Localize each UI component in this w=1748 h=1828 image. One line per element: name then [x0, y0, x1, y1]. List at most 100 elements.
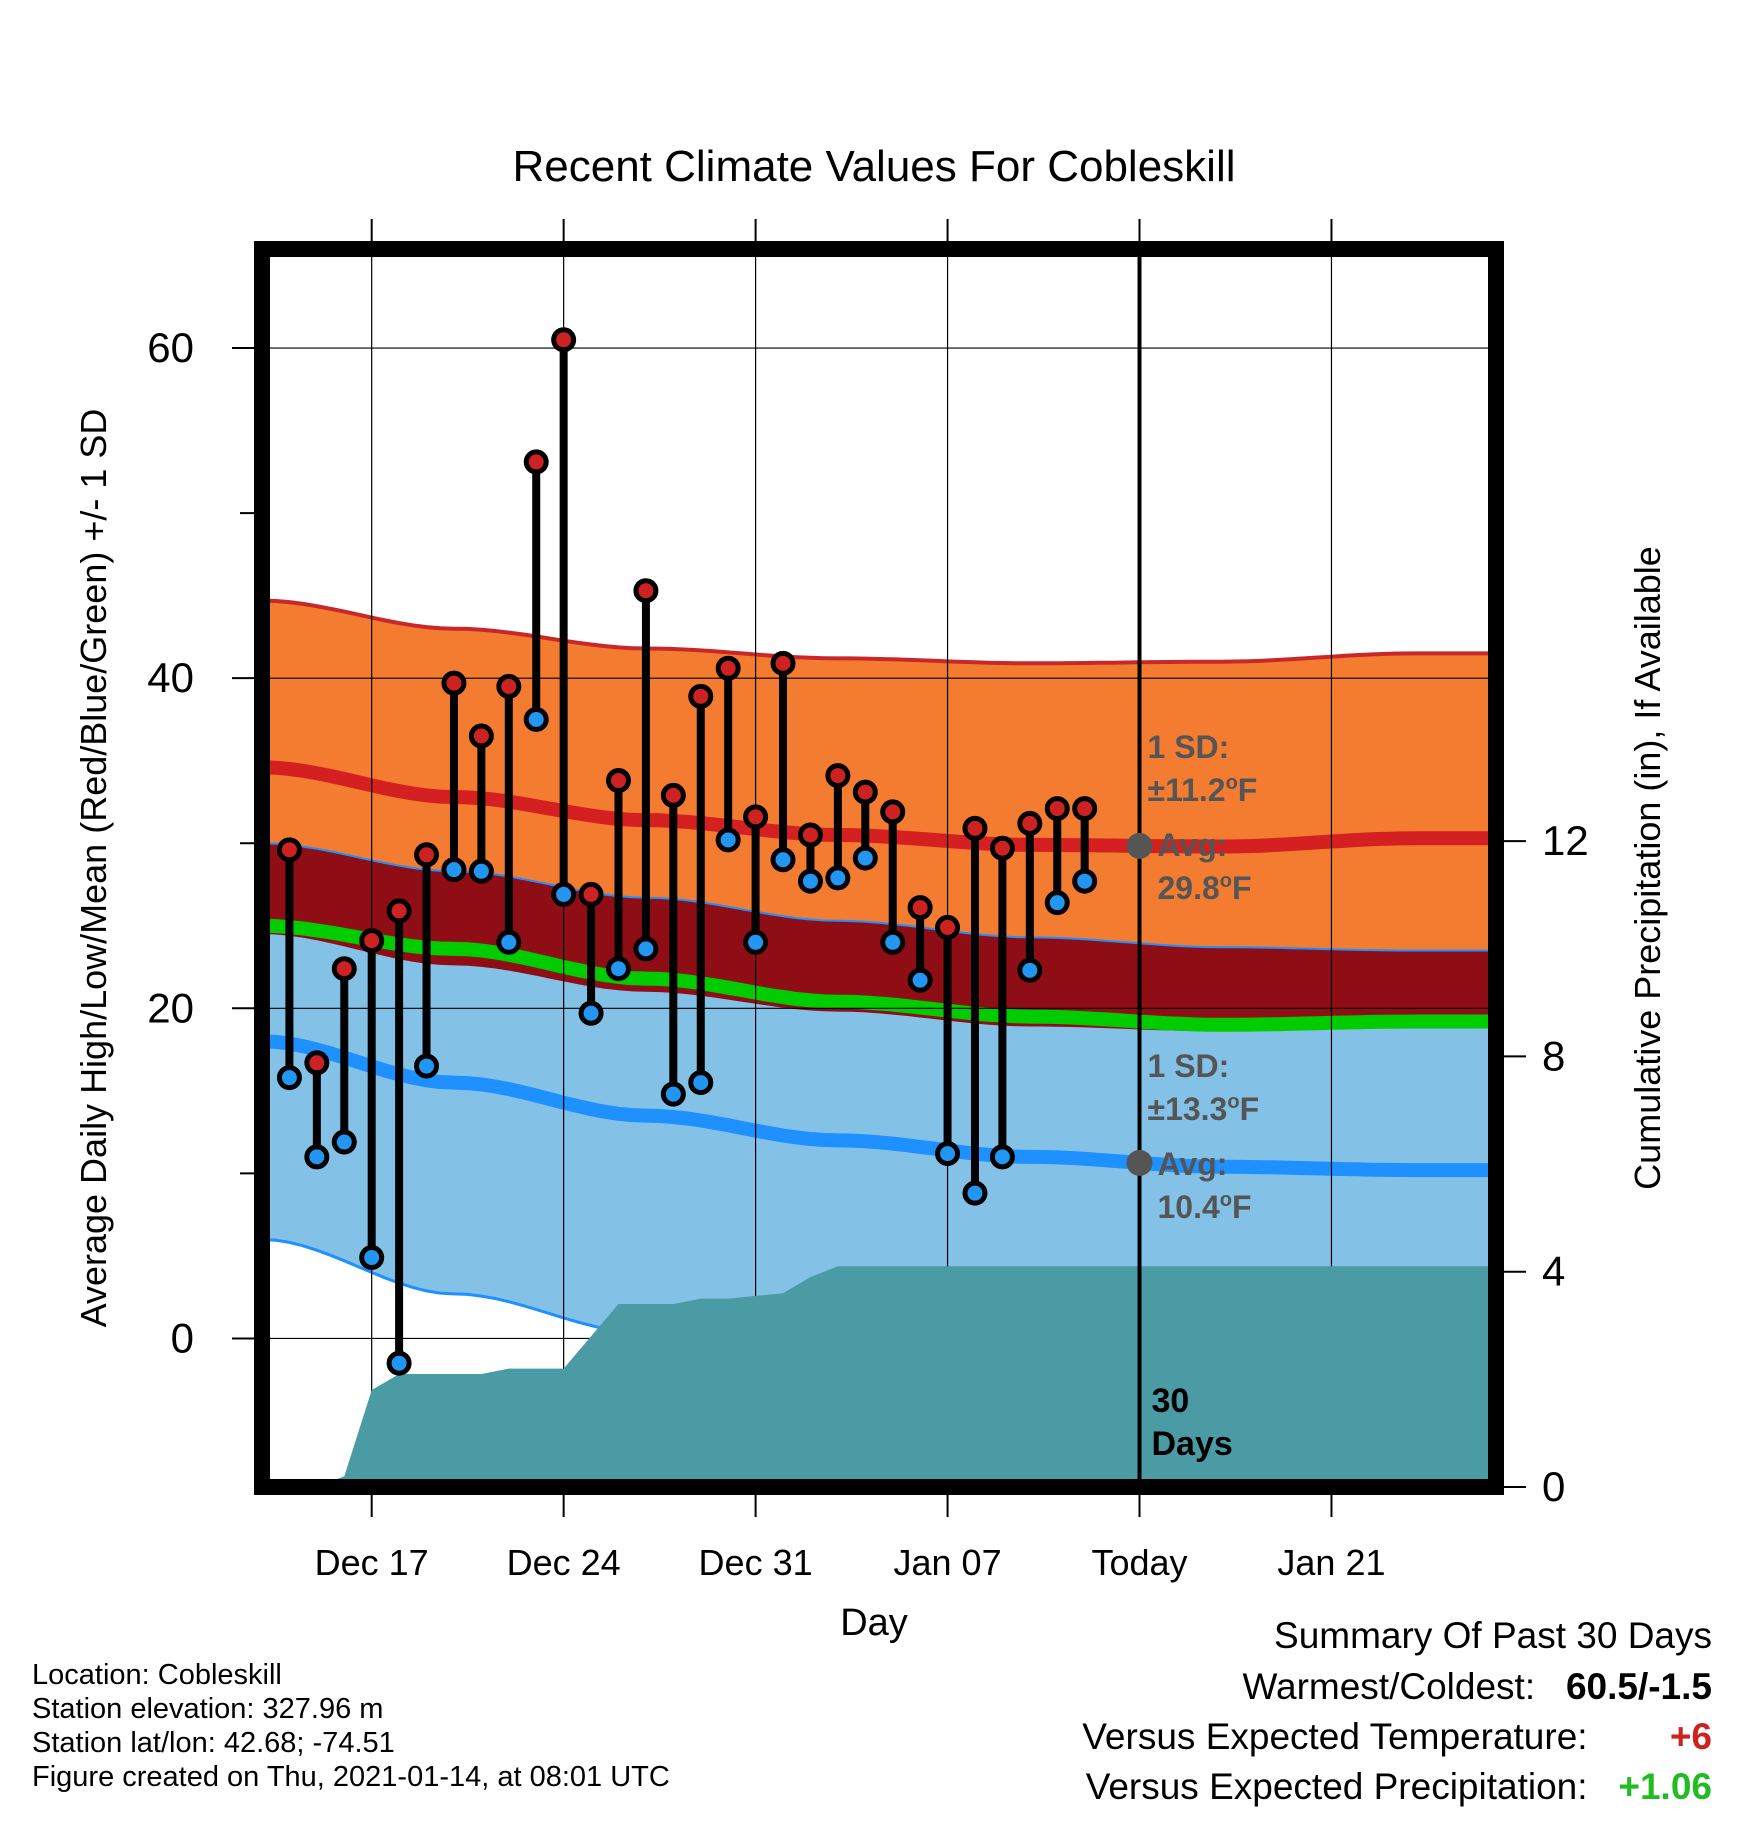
low-avg-marker	[1126, 1149, 1153, 1176]
daily-high-point	[825, 763, 851, 789]
daily-high-point	[386, 898, 412, 924]
high-avg-marker	[1126, 832, 1153, 859]
daily-high-point	[414, 842, 440, 868]
y-axis-label: Average Daily High/Low/Mean (Red/Blue/Gr…	[73, 409, 114, 1328]
temp-label: Versus Expected Temperature:	[1082, 1716, 1588, 1757]
temp-value: +6	[1669, 1716, 1712, 1757]
daily-low-point	[441, 857, 467, 883]
daily-low-point	[331, 1129, 357, 1155]
daily-low-point	[1072, 868, 1098, 894]
low-sd-upper-line	[262, 842, 1496, 952]
daily-high-point	[797, 822, 823, 848]
daily-low-point	[770, 847, 796, 873]
daily-high-point	[770, 650, 796, 676]
y2-tick-label: 8	[1542, 1032, 1565, 1079]
days-label-number: 30	[1152, 1382, 1190, 1420]
chart-title: Recent Climate Values For Cobleskill	[512, 142, 1235, 191]
warmest-label: Warmest/Coldest:	[1242, 1666, 1536, 1707]
daily-low-point	[468, 858, 494, 884]
daily-high-point	[331, 956, 357, 982]
daily-high-point	[578, 881, 604, 907]
daily-low-point	[715, 827, 741, 853]
daily-low-point	[660, 1081, 686, 1107]
daily-high-point	[551, 327, 577, 353]
daily-high-point	[880, 799, 906, 825]
daily-low-point	[1044, 890, 1070, 916]
x-tick-label: Dec 31	[699, 1542, 813, 1583]
plot-frame	[254, 241, 1504, 1495]
daily-high-point	[633, 578, 659, 604]
daily-low-point	[551, 881, 577, 907]
daily-high-point	[304, 1050, 330, 1076]
daily-low-point	[633, 936, 659, 962]
daily-high-point	[1017, 810, 1043, 836]
daily-high-point	[496, 673, 522, 699]
precip-label: Versus Expected Precipitation:	[1085, 1766, 1588, 1807]
high-avg-label-title: Avg:	[1158, 827, 1228, 863]
daily-low-point	[852, 845, 878, 871]
x-tick-label: Jan 07	[894, 1542, 1002, 1583]
y-tick-label: 0	[171, 1314, 194, 1361]
daily-high-point	[962, 815, 988, 841]
x-tick-label: Jan 21	[1277, 1542, 1385, 1583]
y2-tick-label: 4	[1542, 1248, 1565, 1295]
y2-tick-label: 0	[1542, 1463, 1565, 1510]
daily-high-point	[989, 835, 1015, 861]
precip-value: +1.06	[1618, 1766, 1712, 1807]
x-tick-label: Dec 24	[507, 1542, 621, 1583]
low-sd-label-title: 1 SD:	[1148, 1048, 1230, 1084]
daily-high-point	[935, 914, 961, 940]
high-avg-line	[262, 760, 1496, 854]
low-avg-label-title: Avg:	[1158, 1146, 1228, 1182]
low-avg-label-value: 10.4oF	[1158, 1189, 1252, 1225]
y-tick-label: 60	[147, 324, 194, 371]
warmest-value: 60.5/-1.5	[1565, 1666, 1712, 1707]
daily-low-point	[989, 1144, 1015, 1170]
location-text: Location: Cobleskill	[32, 1659, 282, 1691]
daily-high-point	[1044, 796, 1070, 822]
daily-low-point	[825, 865, 851, 891]
daily-low-point	[743, 929, 769, 955]
daily-low-point	[797, 868, 823, 894]
daily-low-point	[605, 956, 631, 982]
y2-tick-label: 12	[1542, 817, 1589, 864]
daily-high-point	[276, 837, 302, 863]
high-sd-label-value: ±11.2oF	[1148, 772, 1258, 808]
daily-low-point	[386, 1350, 412, 1376]
x-axis-label: Day	[840, 1602, 908, 1644]
precip-area	[289, 1266, 1496, 1487]
x-tick-label: Dec 17	[315, 1542, 429, 1583]
y2-axis-label: Cumulative Precipitation (in), If Availa…	[1627, 546, 1668, 1190]
high-sd-label-title: 1 SD:	[1148, 729, 1230, 765]
daily-high-point	[359, 928, 385, 954]
daily-low-point	[688, 1070, 714, 1096]
daily-low-point	[276, 1065, 302, 1091]
elevation-text: Station elevation: 327.96 m	[32, 1693, 384, 1725]
latlon-text: Station lat/lon: 42.68; -74.51	[32, 1727, 395, 1759]
mean-avg-line	[262, 918, 1496, 1032]
daily-high-point	[743, 804, 769, 830]
daily-high-point	[468, 723, 494, 749]
daily-high-point	[852, 779, 878, 805]
summary-heading: Summary Of Past 30 Days	[1274, 1615, 1712, 1656]
summary-temperature: Versus Expected Temperature: +6	[1082, 1716, 1712, 1758]
daily-high-point	[523, 449, 549, 475]
daily-low-point	[935, 1141, 961, 1167]
created-text: Figure created on Thu, 2021-01-14, at 08…	[32, 1761, 670, 1793]
days-label-text: Days	[1152, 1425, 1233, 1463]
daily-low-point	[907, 967, 933, 993]
daily-high-point	[660, 782, 686, 808]
y-tick-label: 20	[147, 984, 194, 1031]
daily-low-point	[523, 706, 549, 732]
station-info: Location: Cobleskill Station elevation: …	[32, 1658, 670, 1794]
daily-high-point	[1072, 796, 1098, 822]
daily-high-point	[441, 670, 467, 696]
low-avg-line	[262, 1034, 1496, 1178]
summary-warmest: Warmest/Coldest: 60.5/-1.5	[1242, 1666, 1712, 1708]
daily-low-point	[962, 1180, 988, 1206]
high-avg-label-value: 29.8oF	[1158, 870, 1252, 906]
daily-high-point	[715, 655, 741, 681]
daily-low-point	[880, 929, 906, 955]
daily-low-point	[414, 1053, 440, 1079]
y-tick-label: 40	[147, 654, 194, 701]
